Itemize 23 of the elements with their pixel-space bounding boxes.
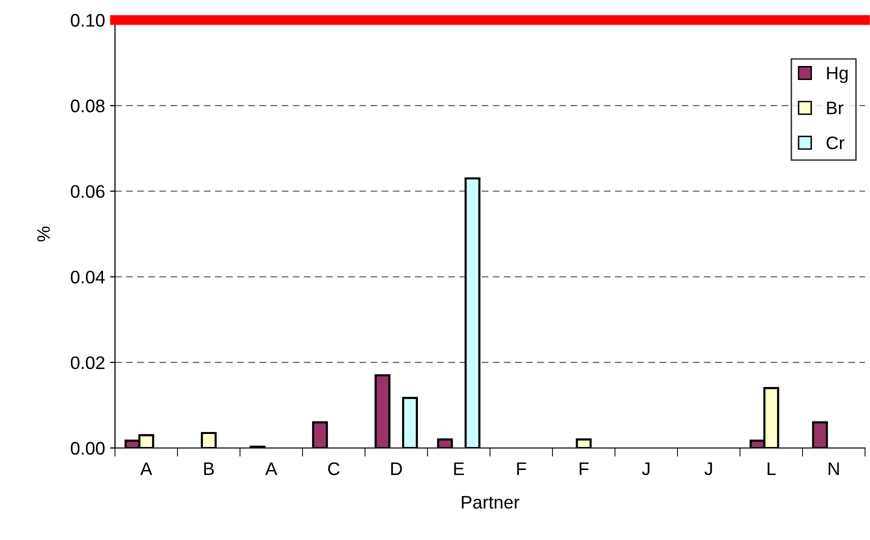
legend-label: Br [827,102,844,114]
y-tick-label: 0.04 [70,270,105,284]
x-tick-label: B [204,462,214,475]
y-tick-label: 0.02 [70,356,104,370]
x-tick-label: F [517,462,526,475]
x-axis-title: Partner [462,496,520,509]
y-tick-label: 0.06 [70,185,104,198]
x-tick-label: F [580,462,589,475]
x-tick-label: N [828,462,839,475]
legend-label: Cr [826,136,844,150]
y-axis-title: % [37,226,50,242]
y-tick-label: 0.10 [70,14,105,27]
x-tick-label: A [265,462,278,475]
legend-label: Hg [827,66,848,84]
x-tick-label: D [391,462,402,475]
y-tick-label: 0.00 [70,442,105,455]
x-tick-label: J [642,462,650,476]
x-tick-label: L [768,462,776,475]
x-tick-label: A [140,462,152,475]
y-tick-label: 0.08 [70,100,104,112]
x-tick-label: E [454,462,464,475]
x-tick-label: C [328,462,340,476]
x-tick-label: J [704,462,712,476]
